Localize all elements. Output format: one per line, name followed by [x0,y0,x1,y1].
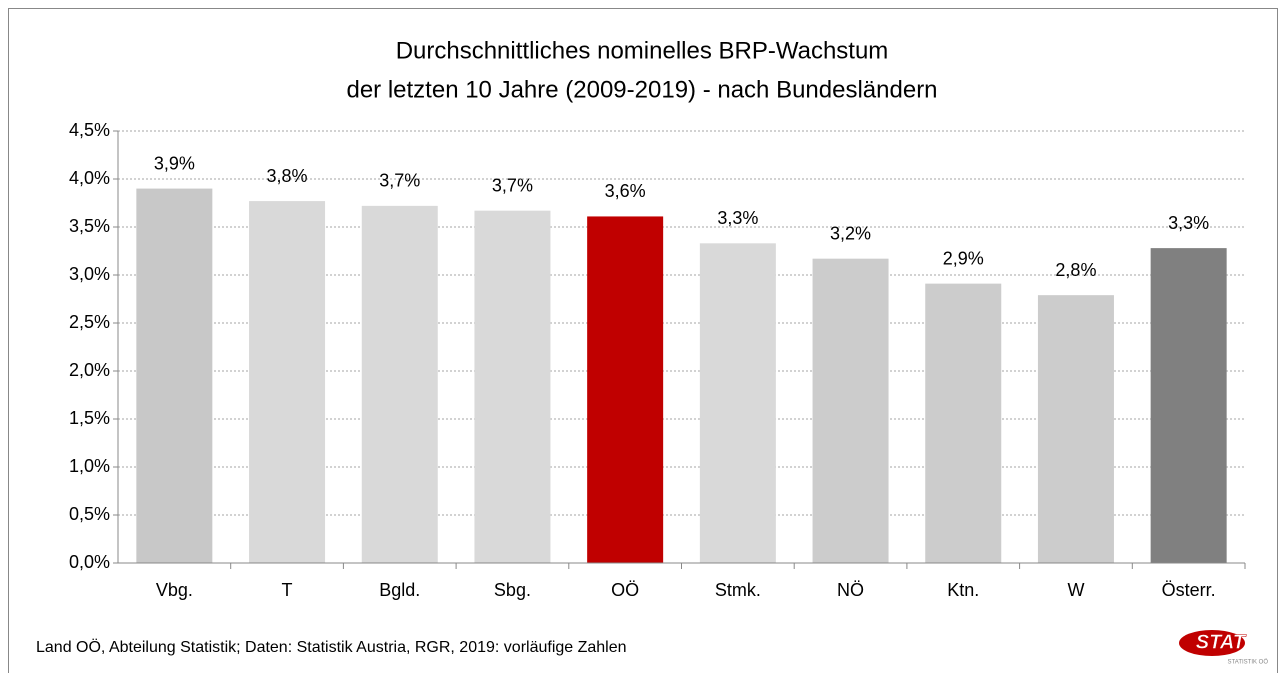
logo-subtext: STATISTIK OÖ [1228,659,1269,666]
bar [925,283,1002,563]
value-label: 3,8% [267,166,308,186]
y-tick-label: 4,0% [69,168,110,188]
value-label: 3,7% [379,171,420,191]
x-tick-label: Sbg. [494,580,531,600]
bar [474,210,551,563]
value-label: 2,9% [943,248,984,268]
value-label: 3,6% [605,181,646,201]
y-tick-label: 2,0% [69,360,110,380]
frame [8,8,1278,673]
value-label: 2,8% [1055,260,1096,280]
bar [812,258,889,563]
value-label: 3,3% [717,208,758,228]
bar [587,216,664,563]
value-label: 3,7% [492,175,533,195]
x-tick-label: OÖ [611,580,639,600]
y-tick-label: 4,5% [69,120,110,140]
x-tick-label: W [1067,580,1084,600]
value-label: 3,9% [154,153,195,173]
chart-title: Durchschnittliches nominelles BRP-Wachst… [396,37,889,64]
x-tick-label: NÖ [837,580,864,600]
y-tick-label: 0,0% [69,552,110,572]
bar [1150,248,1227,563]
x-tick-label: Ktn. [947,580,979,600]
bar [1037,295,1114,563]
y-tick-label: 1,0% [69,456,110,476]
chart-subtitle: der letzten 10 Jahre (2009-2019) - nach … [346,76,937,103]
bar [361,205,438,563]
y-tick-label: 0,5% [69,504,110,524]
y-tick-label: 2,5% [69,312,110,332]
bar [249,201,326,563]
bar [136,188,213,563]
logo: STAT STATISTIK OÖ [1179,630,1268,666]
value-label: 3,3% [1168,213,1209,233]
x-tick-label: Österr. [1162,580,1216,600]
x-tick-label: Bgld. [379,580,420,600]
y-tick-label: 1,5% [69,408,110,428]
source-note: Land OÖ, Abteilung Statistik; Daten: Sta… [36,638,627,656]
logo-text: STAT [1196,631,1247,653]
y-tick-label: 3,5% [69,216,110,236]
y-tick-label: 3,0% [69,264,110,284]
x-tick-label: Stmk. [715,580,761,600]
logo-shape [1179,630,1245,656]
x-tick-label: T [282,580,293,600]
x-tick-label: Vbg. [156,580,193,600]
value-label: 3,2% [830,223,871,243]
bar [699,243,776,563]
